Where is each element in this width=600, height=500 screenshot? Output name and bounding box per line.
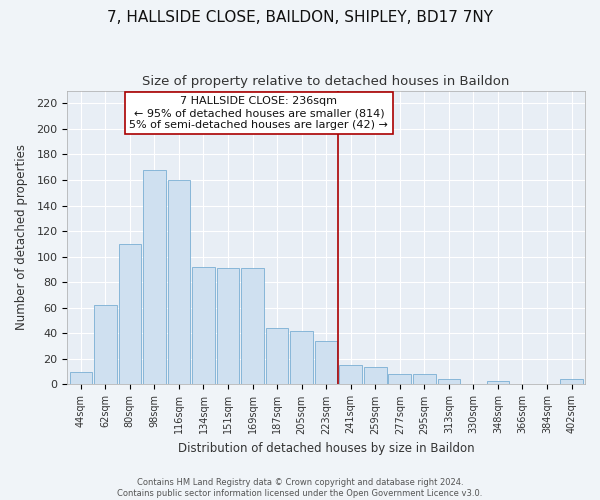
Title: Size of property relative to detached houses in Baildon: Size of property relative to detached ho… <box>142 75 510 88</box>
Bar <box>437 380 460 384</box>
Bar <box>340 366 362 384</box>
Y-axis label: Number of detached properties: Number of detached properties <box>15 144 28 330</box>
Bar <box>364 366 386 384</box>
Bar <box>560 380 583 384</box>
Bar <box>266 328 289 384</box>
Bar <box>487 380 509 384</box>
Text: 7 HALLSIDE CLOSE: 236sqm
← 95% of detached houses are smaller (814)
5% of semi-d: 7 HALLSIDE CLOSE: 236sqm ← 95% of detach… <box>130 96 388 130</box>
Bar <box>70 372 92 384</box>
Text: 7, HALLSIDE CLOSE, BAILDON, SHIPLEY, BD17 7NY: 7, HALLSIDE CLOSE, BAILDON, SHIPLEY, BD1… <box>107 10 493 25</box>
Bar <box>241 268 264 384</box>
Bar <box>119 244 141 384</box>
Bar <box>315 341 337 384</box>
Bar <box>167 180 190 384</box>
Text: Contains HM Land Registry data © Crown copyright and database right 2024.
Contai: Contains HM Land Registry data © Crown c… <box>118 478 482 498</box>
Bar <box>143 170 166 384</box>
Bar <box>217 268 239 384</box>
Bar <box>290 331 313 384</box>
Bar <box>388 374 411 384</box>
Bar <box>413 374 436 384</box>
Bar <box>94 305 116 384</box>
X-axis label: Distribution of detached houses by size in Baildon: Distribution of detached houses by size … <box>178 442 475 455</box>
Bar <box>192 267 215 384</box>
